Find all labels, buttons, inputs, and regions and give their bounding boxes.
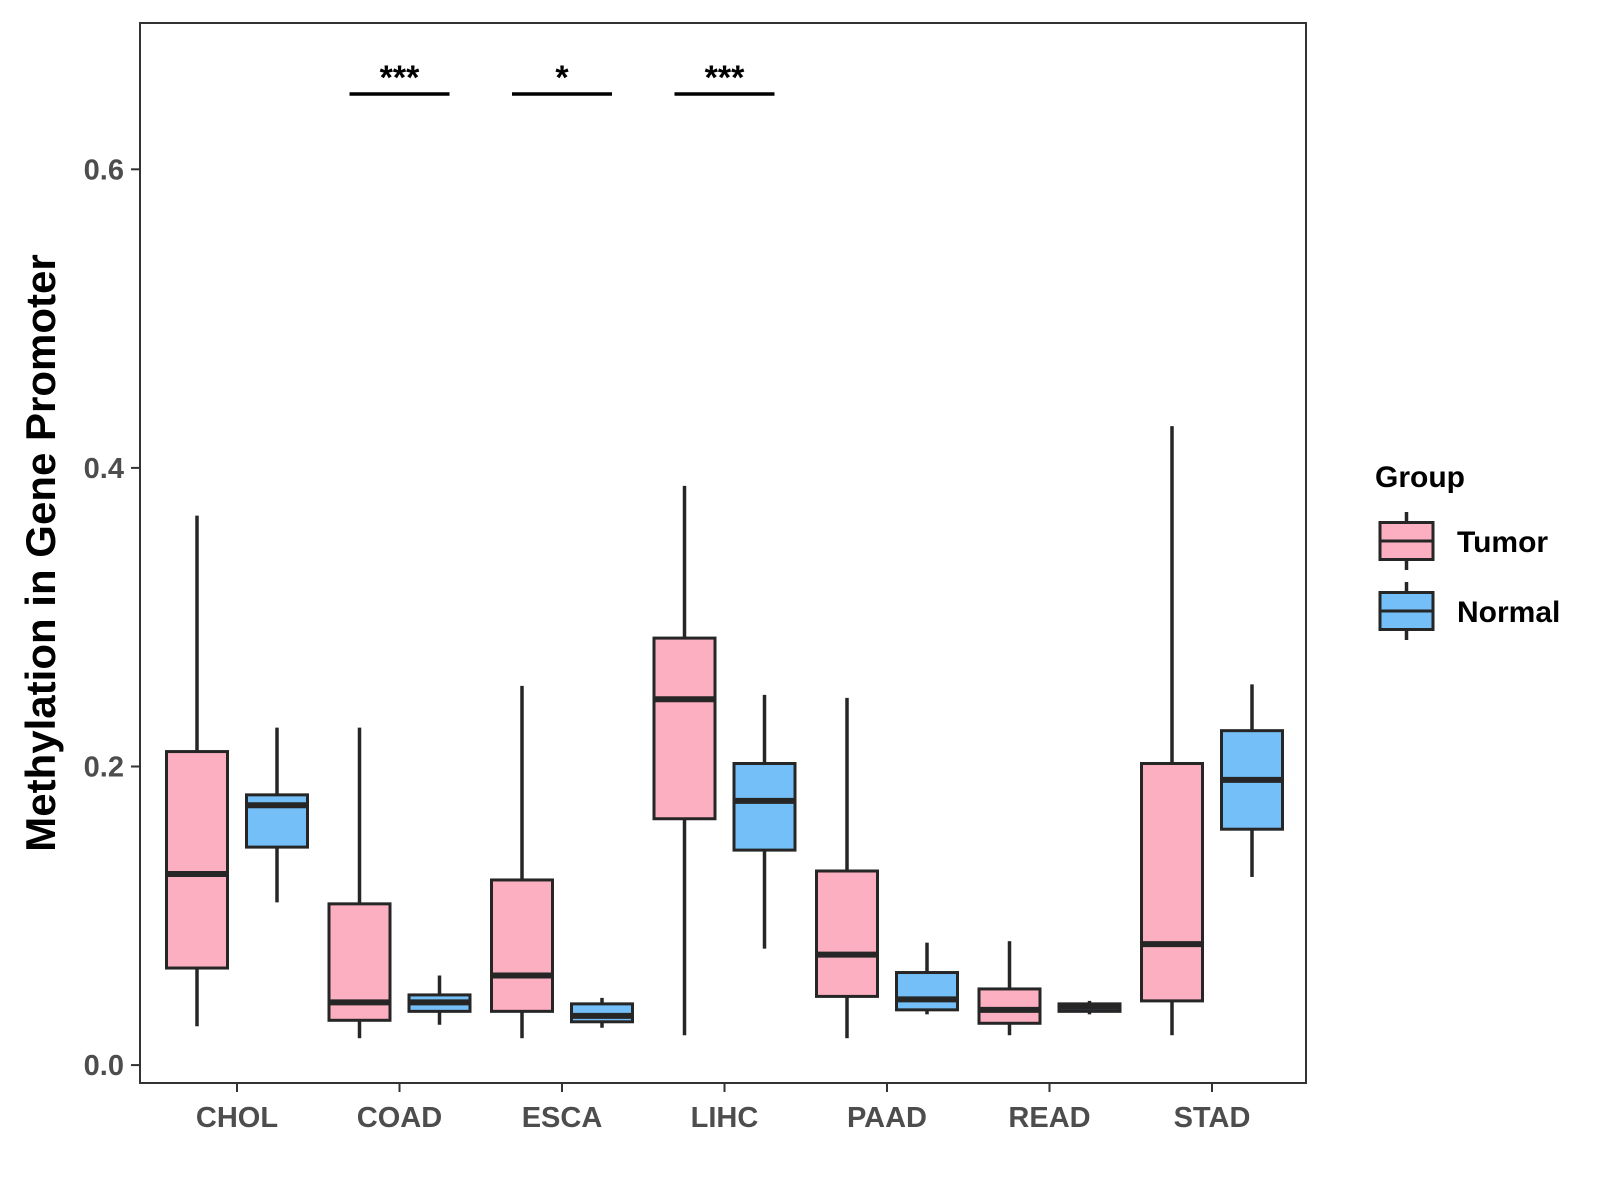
- box-normal-lihc: [732, 694, 797, 949]
- box-normal-stad: [1220, 684, 1284, 877]
- x-tick-label: COAD: [357, 1102, 442, 1134]
- box-tumor-read: [977, 941, 1042, 1036]
- legend-item-normal: Normal: [1378, 582, 1560, 640]
- box-iqr: [1140, 762, 1204, 1003]
- box-iqr: [815, 869, 879, 998]
- x-tick-label: CHOL: [196, 1102, 278, 1134]
- plot-panel: [139, 22, 1307, 1084]
- box-normal-paad: [895, 942, 959, 1015]
- box-normal-read: [1057, 1000, 1122, 1015]
- x-tick-label: PAAD: [847, 1102, 927, 1134]
- x-tick-label: STAD: [1174, 1102, 1251, 1134]
- legend: Group Tumor Normal: [1375, 461, 1560, 640]
- box-normal-chol: [245, 727, 309, 903]
- legend-label: Normal: [1457, 596, 1560, 629]
- significance-label: ***: [705, 59, 745, 97]
- significance-label: *: [555, 59, 569, 97]
- y-tick-label: 0.2: [84, 751, 124, 783]
- x-tick-label: ESCA: [522, 1102, 603, 1134]
- x-axis: CHOL COAD ESCA LIHC PAAD READ STAD: [196, 1083, 1250, 1134]
- significance-esca: *: [512, 59, 612, 97]
- box-tumor-esca: [490, 685, 554, 1039]
- x-tick-label: LIHC: [691, 1102, 759, 1134]
- legend-label: Tumor: [1457, 526, 1548, 559]
- box-tumor-paad: [815, 697, 879, 1039]
- significance-label: ***: [380, 59, 420, 97]
- box-tumor-chol: [165, 515, 229, 1027]
- significance-coad: ***: [349, 59, 450, 97]
- legend-item-tumor: Tumor: [1378, 512, 1548, 570]
- box-iqr: [977, 987, 1042, 1025]
- box-tumor-coad: [327, 727, 392, 1039]
- y-tick-label: 0.6: [84, 154, 124, 186]
- box-iqr: [895, 971, 959, 1012]
- y-tick-label: 0.4: [84, 453, 124, 485]
- y-tick-label: 0.0: [84, 1050, 124, 1082]
- box-iqr: [490, 878, 554, 1013]
- y-axis-title: Methylation in Gene Promoter: [17, 254, 64, 851]
- box-series: [165, 426, 1284, 1039]
- box-tumor-stad: [1140, 426, 1204, 1036]
- box-iqr: [732, 762, 797, 852]
- box-tumor-lihc: [652, 485, 717, 1036]
- significance-annotations: *** * ***: [349, 59, 775, 97]
- x-tick-label: READ: [1008, 1102, 1090, 1134]
- significance-lihc: ***: [674, 59, 775, 97]
- box-iqr: [165, 750, 229, 970]
- y-axis: 0.0 0.2 0.4 0.6: [84, 154, 140, 1082]
- box-iqr: [652, 636, 717, 821]
- legend-title: Group: [1375, 461, 1465, 494]
- box-normal-coad: [407, 975, 472, 1025]
- box-normal-esca: [570, 997, 634, 1028]
